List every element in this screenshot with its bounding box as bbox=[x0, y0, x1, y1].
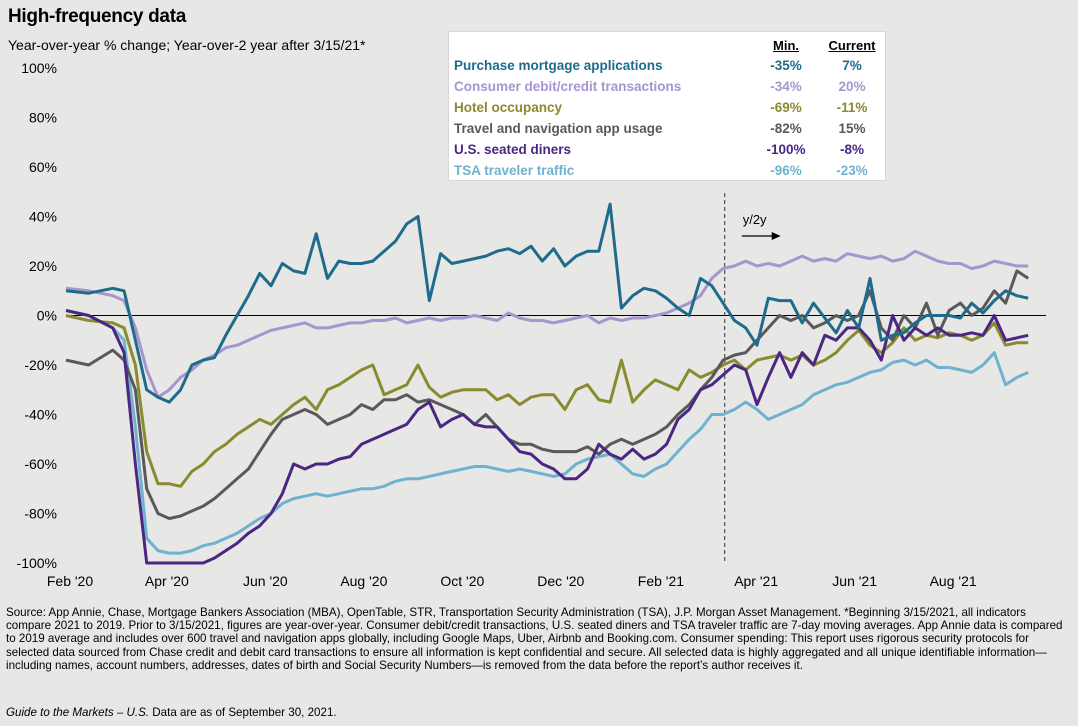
series-lines bbox=[65, 202, 1030, 565]
x-tick-label: Apr '21 bbox=[734, 573, 778, 589]
legend-series-name: TSA traveler traffic bbox=[454, 163, 575, 178]
legend-min-value: -69% bbox=[770, 100, 802, 115]
y-tick-label: 100% bbox=[21, 60, 57, 76]
guide-title: Guide to the Markets – U.S. bbox=[6, 706, 150, 719]
series-line bbox=[65, 249, 1029, 399]
legend-current-header: Current bbox=[828, 38, 876, 53]
y-tick-label: 0% bbox=[37, 308, 57, 324]
x-tick-label: Feb '20 bbox=[47, 573, 93, 589]
series-line bbox=[65, 202, 1029, 404]
y-tick-label: 80% bbox=[29, 110, 57, 126]
legend-min-value: -100% bbox=[766, 142, 806, 157]
y-axis: 100% 80% 60% 40% 20% 0% -20% -40% -60% -80% -100% bbox=[17, 60, 57, 571]
series-line bbox=[65, 314, 1029, 488]
legend-min-header: Min. bbox=[773, 38, 799, 53]
legend-current-value: -8% bbox=[839, 142, 864, 157]
legend-row: Travel and navigation app usage -82% 15% bbox=[449, 119, 887, 140]
legend-series-name: Hotel occupancy bbox=[454, 100, 563, 115]
y-tick-label: 60% bbox=[29, 159, 57, 175]
legend-series-name: Travel and navigation app usage bbox=[454, 121, 663, 136]
y-tick-label: -80% bbox=[24, 506, 57, 522]
guide-footer: Guide to the Markets – U.S. Data are as … bbox=[6, 706, 337, 719]
x-tick-label: Jun '21 bbox=[832, 573, 877, 589]
x-axis: Feb '20 Apr '20 Jun '20 Aug '20 Oct '20 Dec '… bbox=[47, 573, 977, 589]
legend-table: Min. Current Purchase mortgage applicati… bbox=[448, 31, 886, 181]
legend-min-value: -96% bbox=[770, 163, 802, 178]
y-tick-label: -40% bbox=[24, 407, 57, 423]
x-tick-label: Aug '21 bbox=[930, 573, 977, 589]
series-line bbox=[65, 309, 1029, 565]
legend-current-value: 15% bbox=[838, 121, 866, 136]
y2y-annotation: y/2y bbox=[743, 212, 767, 227]
guide-date: Data are as of September 30, 2021. bbox=[149, 706, 337, 719]
chart-subtitle: Year-over-year % change; Year-over-2 yea… bbox=[8, 37, 366, 53]
y-tick-label: 20% bbox=[29, 258, 57, 274]
x-tick-label: Oct '20 bbox=[440, 573, 484, 589]
legend-row: TSA traveler traffic -96% -23% bbox=[449, 161, 887, 182]
x-tick-label: Aug '20 bbox=[340, 573, 387, 589]
y2y-arrowhead bbox=[771, 232, 781, 240]
y-tick-label: -100% bbox=[17, 555, 57, 571]
x-tick-label: Feb '21 bbox=[638, 573, 684, 589]
legend-row: Consumer debit/credit transactions -34% … bbox=[449, 77, 887, 98]
legend-current-value: -11% bbox=[836, 100, 868, 115]
x-tick-label: Apr '20 bbox=[145, 573, 189, 589]
chart-title: High-frequency data bbox=[8, 6, 186, 27]
legend-series-name: Consumer debit/credit transactions bbox=[454, 79, 682, 94]
source-note: Source: App Annie, Chase, Mortgage Banke… bbox=[6, 606, 1063, 672]
legend-min-value: -82% bbox=[770, 121, 802, 136]
legend-min-value: -34% bbox=[770, 79, 802, 94]
legend-row: U.S. seated diners -100% -8% bbox=[449, 140, 887, 161]
y-tick-label: -60% bbox=[24, 456, 57, 472]
legend-series-name: Purchase mortgage applications bbox=[454, 58, 663, 73]
y-tick-label: -20% bbox=[24, 357, 57, 373]
legend-row: Purchase mortgage applications -35% 7% bbox=[449, 56, 887, 77]
legend-current-value: 20% bbox=[838, 79, 866, 94]
legend-current-value: 7% bbox=[842, 58, 862, 73]
legend-min-value: -35% bbox=[770, 58, 802, 73]
x-tick-label: Dec '20 bbox=[537, 573, 584, 589]
legend-current-value: -23% bbox=[836, 163, 868, 178]
legend-series-name: U.S. seated diners bbox=[454, 142, 572, 157]
y-tick-label: 40% bbox=[29, 209, 57, 225]
legend-row: Hotel occupancy -69% -11% bbox=[449, 98, 887, 119]
x-tick-label: Jun '20 bbox=[243, 573, 288, 589]
line-chart: 100%80%60%40%20%0%-20%-40%-60%-80%-100% … bbox=[17, 60, 1046, 589]
